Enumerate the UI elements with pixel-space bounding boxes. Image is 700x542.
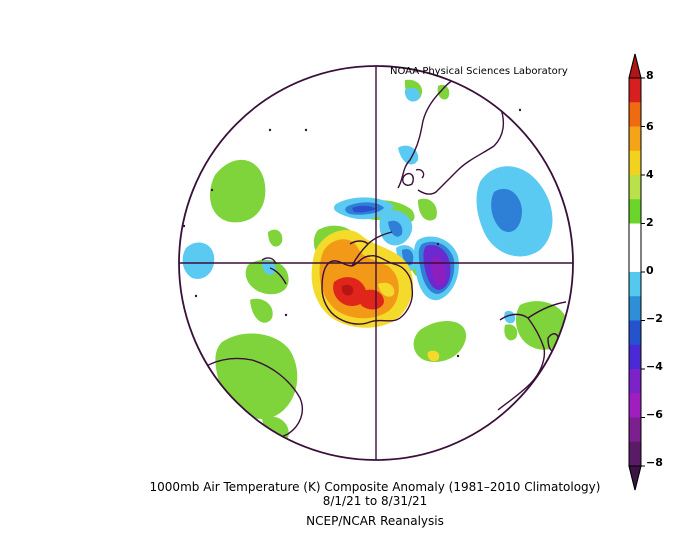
colorbar-tick-label: 8 <box>646 69 654 82</box>
anomaly-blob <box>378 282 395 297</box>
island-specks <box>182 108 522 358</box>
anomaly-blob <box>359 289 384 310</box>
anomaly-field <box>182 79 569 444</box>
anomaly-blob <box>262 260 276 275</box>
anomaly-blob <box>431 256 446 286</box>
island-coastline <box>415 168 425 179</box>
colorbar-swatch <box>629 320 641 346</box>
anomaly-blob <box>418 198 437 221</box>
colorbar-swatch <box>629 417 641 443</box>
colorbar-swatch <box>629 150 641 176</box>
colorbar-swatch <box>629 102 641 127</box>
antarctica-coastline <box>321 254 414 325</box>
colorbar-tick-label: 2 <box>646 216 654 229</box>
anomaly-blob <box>250 298 273 323</box>
anomaly-blob <box>427 350 440 362</box>
antarctic-peninsula <box>349 231 393 267</box>
anomaly-blob <box>398 145 419 165</box>
colorbar-tick-label: −4 <box>646 360 663 373</box>
map-boundary <box>178 65 574 461</box>
colorbar-tick-label: −8 <box>646 456 663 469</box>
anomaly-blob <box>341 284 354 296</box>
colorbar-swatch <box>629 247 641 273</box>
graticule <box>179 66 573 460</box>
colorbar-swatch <box>629 393 641 418</box>
anomaly-blob <box>215 333 298 419</box>
anomaly-blob <box>504 324 518 341</box>
anomaly-blob <box>210 159 266 223</box>
colorbar-swatch <box>629 296 641 321</box>
colorbar-swatch <box>629 126 641 152</box>
caption-dates: 8/1/21 to 8/31/21 <box>322 494 428 508</box>
colorbar <box>628 53 645 491</box>
caption-title: 1000mb Air Temperature (K) Composite Ano… <box>149 480 601 494</box>
colorbar-tick-label: −6 <box>646 408 663 421</box>
colorbar-swatch <box>629 223 641 249</box>
colorbar-swatch <box>629 369 641 394</box>
colorbar-swatch <box>629 199 641 224</box>
colorbar-swatch <box>629 78 641 103</box>
colorbar-tick-label: 4 <box>646 168 654 181</box>
colorbar-swatch <box>629 441 641 467</box>
colorbar-min-arrow <box>628 465 642 491</box>
anomaly-blob <box>491 188 522 232</box>
anomaly-blob <box>437 84 450 100</box>
anomaly-blob <box>268 229 283 247</box>
anomaly-blob <box>404 87 420 102</box>
anomaly-blob <box>388 220 403 237</box>
colorbar-swatch <box>629 175 641 200</box>
caption-source: NCEP/NCAR Reanalysis <box>306 514 444 528</box>
anomaly-blob <box>262 416 289 444</box>
anomaly-blob <box>182 242 215 279</box>
anomaly-blob <box>352 205 376 213</box>
colorbar-max-arrow <box>628 53 642 79</box>
anomaly-blob <box>413 320 467 362</box>
colorbar-tick-label: 0 <box>646 264 654 277</box>
island-coastline <box>402 172 414 186</box>
anomaly-blob <box>515 301 569 350</box>
anomaly-blob <box>245 259 289 295</box>
colorbar-swatch <box>629 344 641 370</box>
credit-label: NOAA Physical Sciences Laboratory <box>390 66 568 77</box>
colorbar-swatch <box>629 272 641 297</box>
colorbar-tick-label: −2 <box>646 312 663 325</box>
africa-coastline <box>497 301 567 411</box>
colorbar-tick-label: 6 <box>646 120 654 133</box>
